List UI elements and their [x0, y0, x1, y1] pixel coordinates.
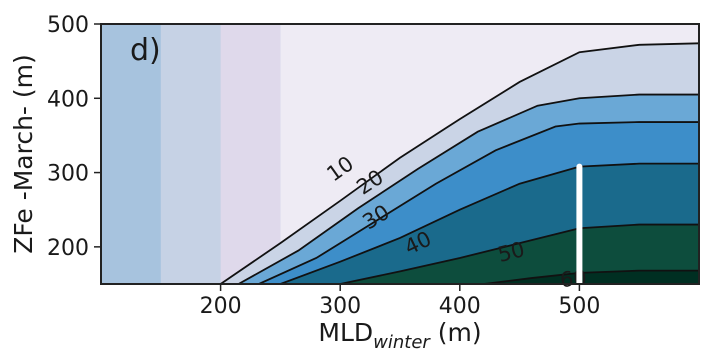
- contour-line-30: [258, 121, 699, 284]
- fill-region-50: [340, 224, 699, 284]
- contour-line-10: [220, 42, 699, 284]
- x-tick-label: 500: [558, 294, 600, 319]
- y-tick-label: 500: [47, 13, 89, 38]
- plot-frame: [100, 23, 700, 285]
- panel-label: d): [130, 33, 161, 68]
- x-axis-label: MLDwinter (m): [318, 318, 481, 350]
- y-tick-label: 200: [47, 236, 89, 261]
- contour-line-40: [280, 162, 699, 284]
- fill-band: [160, 24, 221, 284]
- contour-line-20: [238, 93, 699, 284]
- fill-region-60: [483, 270, 699, 284]
- x-tick-label: 200: [200, 294, 242, 319]
- fill-band: [220, 24, 281, 284]
- y-tick-label: 300: [47, 162, 89, 187]
- contour-label-60: 60: [559, 265, 588, 292]
- x-axis-ticks: 200 300 400 500: [200, 284, 600, 319]
- filled-contour-background: [101, 24, 699, 284]
- contour-line-50: [340, 223, 699, 284]
- contour-lines: [220, 42, 699, 284]
- x-tick-label: 400: [439, 294, 481, 319]
- y-axis-ticks: 200 300 400 500: [47, 13, 101, 261]
- y-axis-label: ZFe -March- (m): [9, 54, 38, 254]
- y-tick-label: 400: [47, 87, 89, 112]
- x-tick-label: 300: [319, 294, 361, 319]
